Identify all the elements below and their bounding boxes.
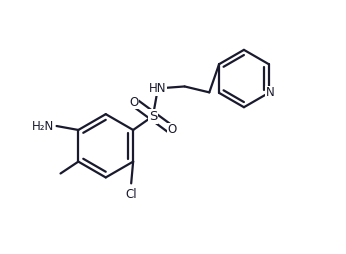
Text: O: O — [129, 96, 139, 109]
Text: O: O — [167, 123, 176, 136]
Text: HN: HN — [149, 82, 167, 95]
Text: S: S — [149, 110, 157, 123]
Text: Cl: Cl — [125, 188, 137, 201]
Text: H₂N: H₂N — [32, 120, 55, 133]
Text: N: N — [265, 86, 274, 99]
